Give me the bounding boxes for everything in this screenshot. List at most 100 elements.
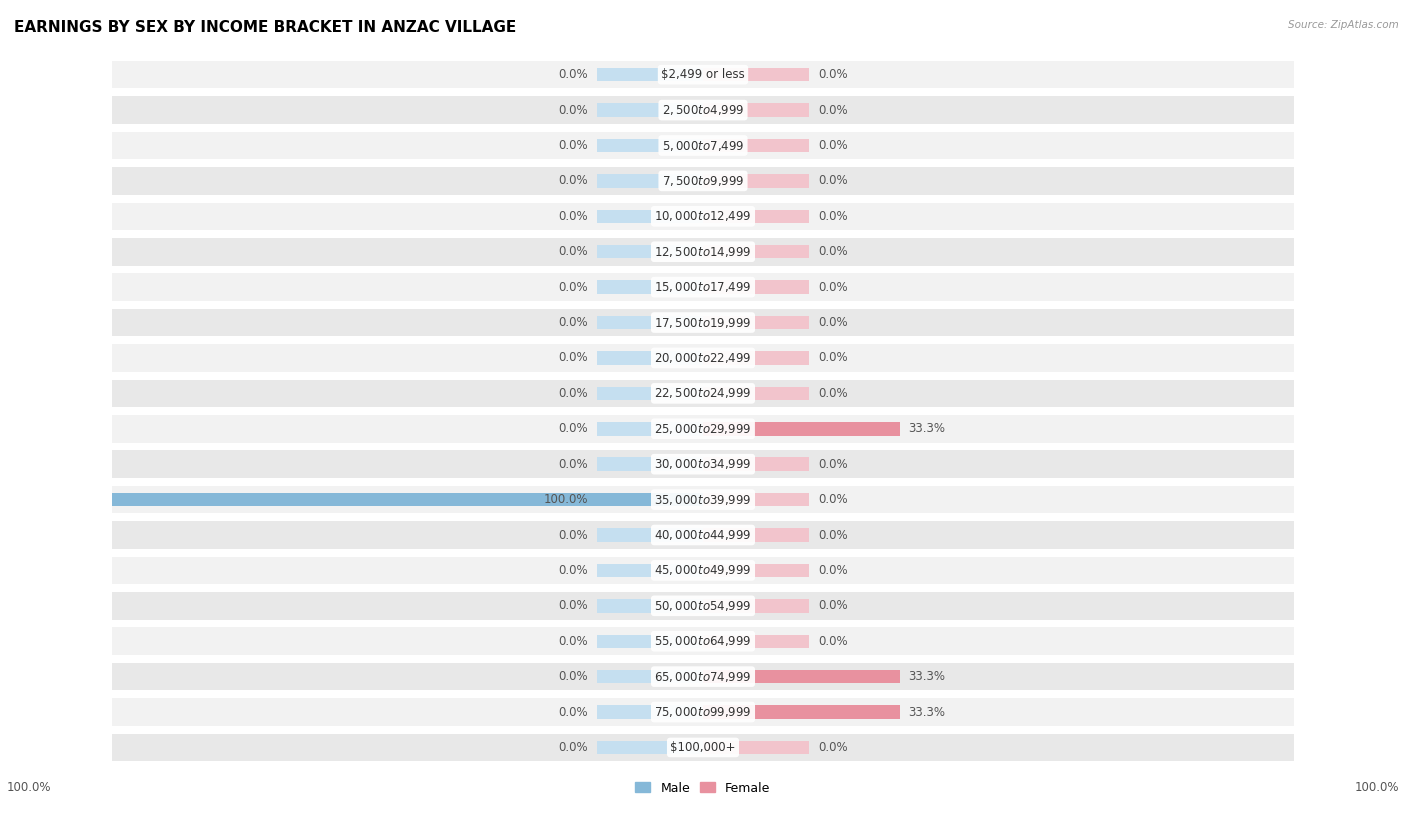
Bar (703, 563, 810, 577)
Text: 0.0%: 0.0% (818, 281, 848, 294)
Bar (596, 670, 703, 684)
Bar (703, 670, 810, 684)
Bar (112, 557, 1294, 584)
Bar (703, 103, 810, 117)
Text: 0.0%: 0.0% (818, 210, 848, 223)
Bar (112, 521, 1294, 549)
Bar (703, 599, 810, 613)
Text: 0.0%: 0.0% (818, 457, 848, 470)
Text: 0.0%: 0.0% (818, 352, 848, 365)
Text: $7,500 to $9,999: $7,500 to $9,999 (662, 174, 744, 188)
Bar (112, 492, 703, 506)
Text: $55,000 to $64,999: $55,000 to $64,999 (654, 634, 752, 648)
Bar (596, 528, 703, 542)
Bar (596, 245, 703, 259)
Bar (112, 698, 1294, 726)
Text: 0.0%: 0.0% (818, 316, 848, 329)
Text: $22,500 to $24,999: $22,500 to $24,999 (654, 387, 752, 400)
Bar (703, 316, 810, 330)
Bar (596, 457, 703, 471)
Bar (596, 741, 703, 755)
Text: $100,000+: $100,000+ (671, 741, 735, 754)
Text: 0.0%: 0.0% (558, 68, 588, 81)
Text: 0.0%: 0.0% (558, 599, 588, 612)
Text: EARNINGS BY SEX BY INCOME BRACKET IN ANZAC VILLAGE: EARNINGS BY SEX BY INCOME BRACKET IN ANZ… (14, 20, 516, 35)
Text: $5,000 to $7,499: $5,000 to $7,499 (662, 138, 744, 152)
Text: 0.0%: 0.0% (818, 493, 848, 506)
Text: 33.3%: 33.3% (908, 670, 945, 683)
Text: Source: ZipAtlas.com: Source: ZipAtlas.com (1288, 20, 1399, 30)
Text: 0.0%: 0.0% (818, 564, 848, 577)
Bar (112, 344, 1294, 372)
Text: 0.0%: 0.0% (818, 387, 848, 400)
Text: $25,000 to $29,999: $25,000 to $29,999 (654, 422, 752, 435)
Bar (112, 379, 1294, 407)
Text: 0.0%: 0.0% (558, 352, 588, 365)
Text: 0.0%: 0.0% (818, 599, 848, 612)
Bar (596, 316, 703, 330)
Text: 0.0%: 0.0% (558, 245, 588, 258)
Bar (703, 280, 810, 294)
Legend: Male, Female: Male, Female (630, 777, 776, 799)
Text: 0.0%: 0.0% (558, 528, 588, 541)
Bar (703, 705, 810, 719)
Bar (596, 351, 703, 365)
Text: $10,000 to $12,499: $10,000 to $12,499 (654, 209, 752, 223)
Bar (112, 486, 1294, 514)
Bar (112, 274, 1294, 301)
Text: $30,000 to $34,999: $30,000 to $34,999 (654, 457, 752, 471)
Text: 0.0%: 0.0% (558, 706, 588, 719)
Text: 0.0%: 0.0% (558, 564, 588, 577)
Text: $2,499 or less: $2,499 or less (661, 68, 745, 81)
Text: 33.3%: 33.3% (908, 706, 945, 719)
Bar (112, 238, 1294, 265)
Text: 100.0%: 100.0% (543, 493, 588, 506)
Text: 0.0%: 0.0% (558, 457, 588, 470)
Text: 0.0%: 0.0% (558, 281, 588, 294)
Text: 0.0%: 0.0% (818, 741, 848, 754)
Bar (703, 245, 810, 259)
Text: 0.0%: 0.0% (558, 387, 588, 400)
Bar (112, 132, 1294, 160)
Bar (596, 280, 703, 294)
Bar (112, 415, 1294, 443)
Text: 0.0%: 0.0% (558, 670, 588, 683)
Bar (596, 68, 703, 81)
Bar (112, 167, 1294, 195)
Bar (703, 351, 810, 365)
Text: 0.0%: 0.0% (558, 174, 588, 187)
Bar (703, 705, 900, 719)
Text: $50,000 to $54,999: $50,000 to $54,999 (654, 599, 752, 613)
Bar (703, 209, 810, 223)
Bar (112, 203, 1294, 230)
Bar (703, 68, 810, 81)
Text: 0.0%: 0.0% (558, 635, 588, 648)
Text: 0.0%: 0.0% (558, 103, 588, 116)
Bar (112, 96, 1294, 124)
Text: 0.0%: 0.0% (558, 210, 588, 223)
Text: $40,000 to $44,999: $40,000 to $44,999 (654, 528, 752, 542)
Bar (596, 599, 703, 613)
Bar (703, 422, 810, 435)
Bar (703, 670, 900, 684)
Bar (596, 209, 703, 223)
Text: $65,000 to $74,999: $65,000 to $74,999 (654, 670, 752, 684)
Bar (112, 592, 1294, 619)
Text: 0.0%: 0.0% (558, 422, 588, 435)
Text: $20,000 to $22,499: $20,000 to $22,499 (654, 351, 752, 365)
Text: 0.0%: 0.0% (558, 741, 588, 754)
Text: 0.0%: 0.0% (818, 103, 848, 116)
Text: $2,500 to $4,999: $2,500 to $4,999 (662, 103, 744, 117)
Bar (703, 387, 810, 400)
Bar (596, 174, 703, 188)
Bar (596, 492, 703, 506)
Bar (703, 138, 810, 152)
Bar (703, 634, 810, 648)
Text: 0.0%: 0.0% (818, 635, 848, 648)
Bar (703, 457, 810, 471)
Text: 100.0%: 100.0% (1354, 781, 1399, 794)
Text: 0.0%: 0.0% (818, 139, 848, 152)
Bar (596, 634, 703, 648)
Text: $45,000 to $49,999: $45,000 to $49,999 (654, 563, 752, 577)
Text: 0.0%: 0.0% (818, 245, 848, 258)
